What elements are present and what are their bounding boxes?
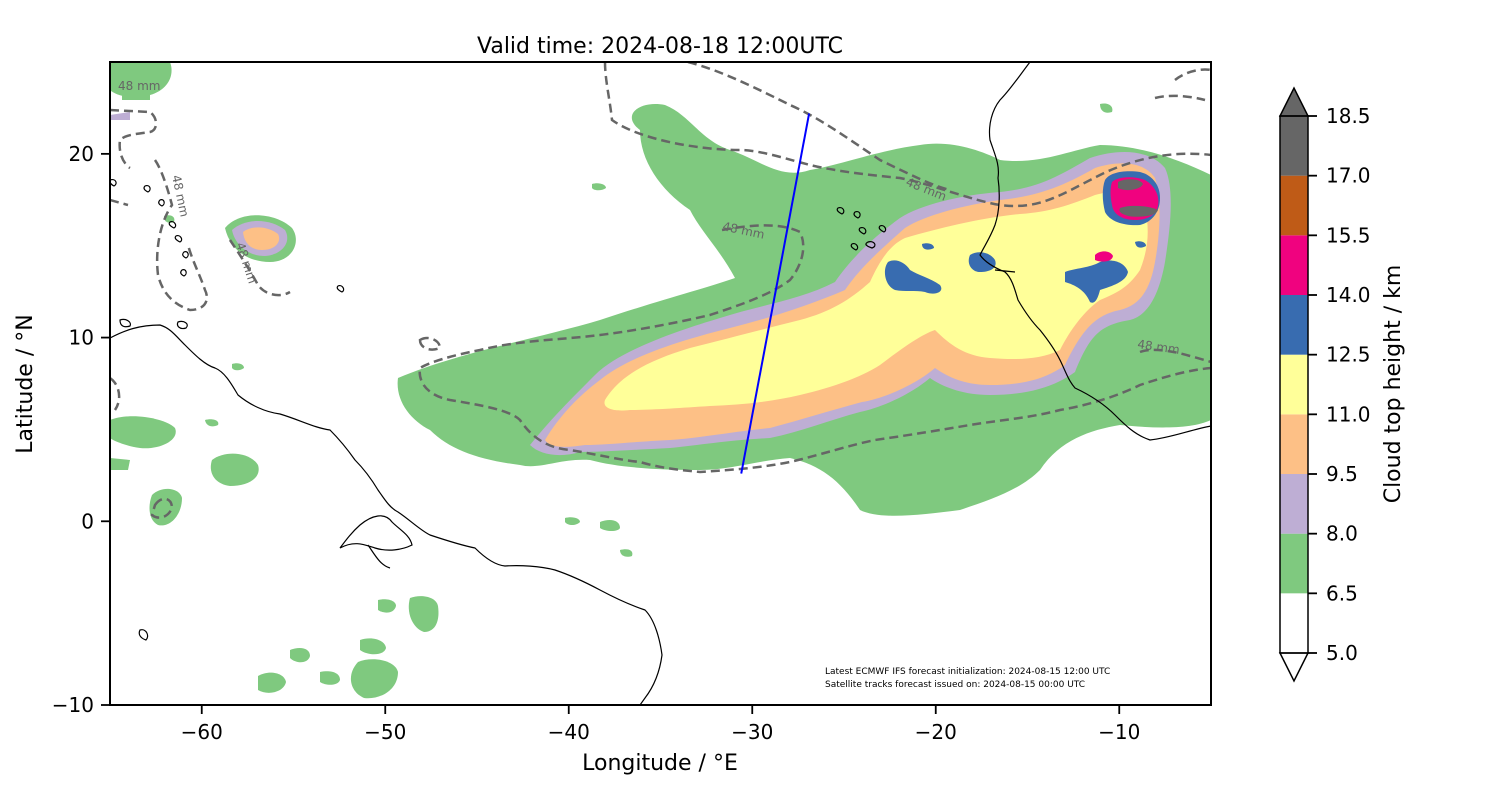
colorbar-tick-label: 9.5 — [1326, 462, 1358, 486]
satellite-track-line — [740, 113, 811, 474]
colorbar-segment — [1280, 414, 1308, 474]
cloud-layer-grey — [1118, 179, 1158, 217]
x-tick-label: −30 — [731, 720, 773, 744]
colorbar-tick-label: 12.5 — [1326, 343, 1371, 367]
colorbar: 5.0 6.5 8.0 9.5 11.0 12.5 14.0 15.5 17.0 18.5 — [1278, 86, 1371, 683]
y-axis: −10 0 10 20 — [52, 142, 110, 717]
contour-label-1: 48 mm — [118, 79, 160, 93]
x-tick-label: −60 — [181, 720, 223, 744]
cloud-layer-yellow — [604, 191, 1148, 411]
colorbar-tick-label: 11.0 — [1326, 402, 1371, 426]
contour-label-4: 48 mm — [1137, 337, 1181, 357]
colorbar-tick-label: 6.5 — [1326, 581, 1358, 605]
map-title: Valid time: 2024-08-18 12:00UTC — [477, 34, 843, 59]
x-axis: −60 −50 −40 −30 −20 −10 — [181, 705, 1140, 744]
colorbar-tick-label: 17.0 — [1326, 164, 1371, 188]
map-plot-area: 48 mm 48 mm 48 mm 48 mm 48 mm 48 mm — [110, 62, 1211, 705]
colorbar-label: Cloud top height / km — [1381, 265, 1406, 504]
colorbar-tick-label: 5.0 — [1326, 641, 1358, 665]
y-tick-label: −10 — [52, 693, 94, 717]
x-tick-label: −50 — [364, 720, 406, 744]
colorbar-segment — [1280, 593, 1308, 653]
x-tick-label: −10 — [1098, 720, 1140, 744]
colorbar-segment — [1280, 354, 1308, 415]
footnote-forecast-init: Latest ECMWF IFS forecast initialization… — [825, 667, 1110, 677]
colorbar-segment — [1280, 533, 1308, 594]
colorbar-tick-label: 8.0 — [1326, 522, 1358, 546]
map-frame — [109, 61, 1212, 706]
colorbar-extend-top — [1278, 86, 1310, 117]
colorbar-tick-label: 18.5 — [1326, 104, 1371, 128]
colorbar-tick-label: 15.5 — [1326, 223, 1371, 247]
y-axis-label: Latitude / °N — [13, 314, 38, 453]
y-tick-label: 20 — [69, 142, 94, 166]
colorbar-segment — [1280, 474, 1308, 534]
x-tick-label: −40 — [548, 720, 590, 744]
colorbar-segment — [1280, 235, 1308, 295]
colorbar-extend-bottom — [1278, 652, 1310, 683]
x-axis-label: Longitude / °E — [582, 751, 738, 776]
coastlines — [110, 62, 1211, 705]
precipitable-water-contours — [110, 62, 1211, 519]
colorbar-segment — [1280, 295, 1308, 355]
x-tick-label: −20 — [915, 720, 957, 744]
colorbar-segment — [1280, 116, 1308, 176]
colorbar-frame — [1279, 115, 1309, 654]
colorbar-segment — [1280, 175, 1308, 236]
footnote-satellite-tracks: Satellite tracks forecast issued on: 202… — [825, 680, 1085, 690]
colorbar-tick-label: 14.0 — [1326, 283, 1371, 307]
y-tick-label: 10 — [69, 326, 94, 350]
y-tick-label: 0 — [81, 509, 94, 533]
